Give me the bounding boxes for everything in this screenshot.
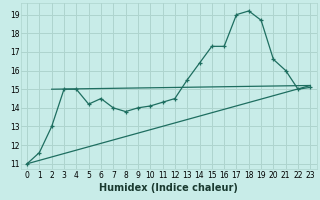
X-axis label: Humidex (Indice chaleur): Humidex (Indice chaleur) — [99, 183, 238, 193]
